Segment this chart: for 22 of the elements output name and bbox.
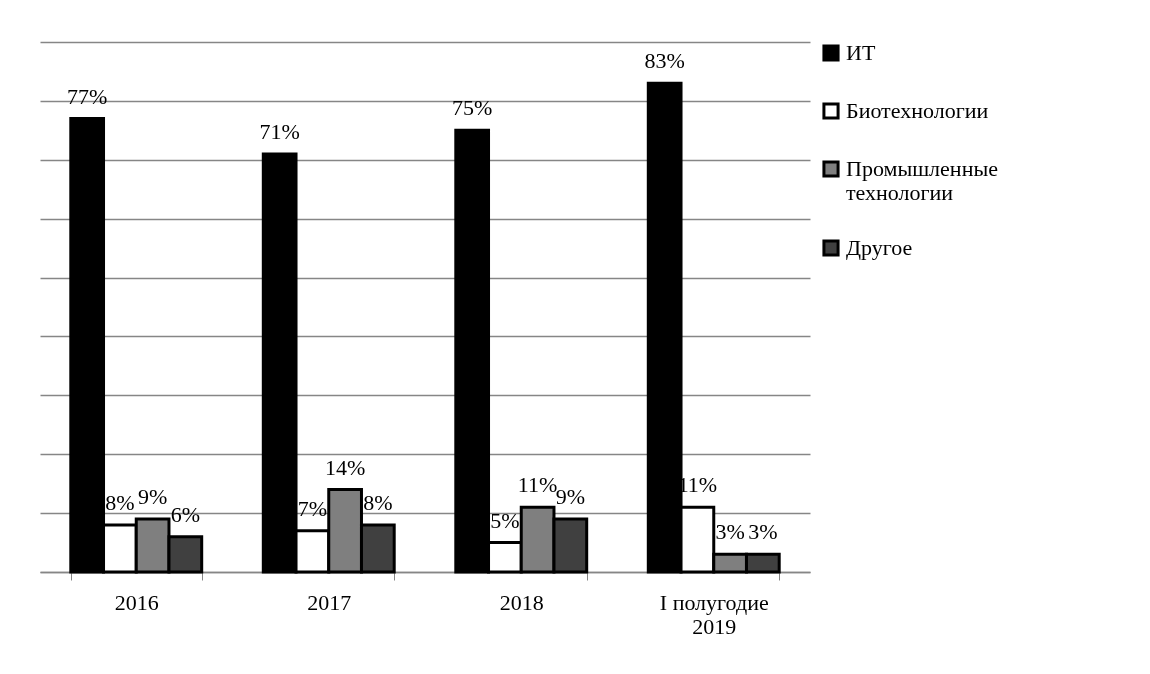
x-tick-label: 2018 [499, 589, 544, 615]
data-label: 7% [297, 495, 328, 521]
x-tick-label: 2017 [307, 589, 352, 615]
data-label: 3% [715, 519, 745, 545]
data-label: 6% [170, 501, 200, 527]
data-label: 3% [748, 519, 778, 545]
data-label: 75% [452, 95, 493, 121]
data-label: 11% [677, 472, 718, 498]
data-label: 14% [324, 454, 366, 480]
legend-label: Биотехнологии [846, 98, 989, 123]
data-label: 9% [137, 484, 168, 509]
x-tick-label: 2016 [114, 589, 159, 615]
legend-label: Другое [846, 235, 913, 260]
legend-label: Промышленные технологии [846, 156, 998, 205]
data-label: 8% [363, 489, 393, 515]
data-label: 5% [490, 507, 520, 533]
data-label: 83% [644, 48, 685, 74]
legend-label: ИТ [846, 40, 876, 65]
data-label: 77% [67, 83, 108, 109]
data-label: 71% [259, 118, 300, 144]
x-tick-label: I полугодие 2019 [659, 589, 769, 639]
data-label: 8% [105, 489, 135, 515]
